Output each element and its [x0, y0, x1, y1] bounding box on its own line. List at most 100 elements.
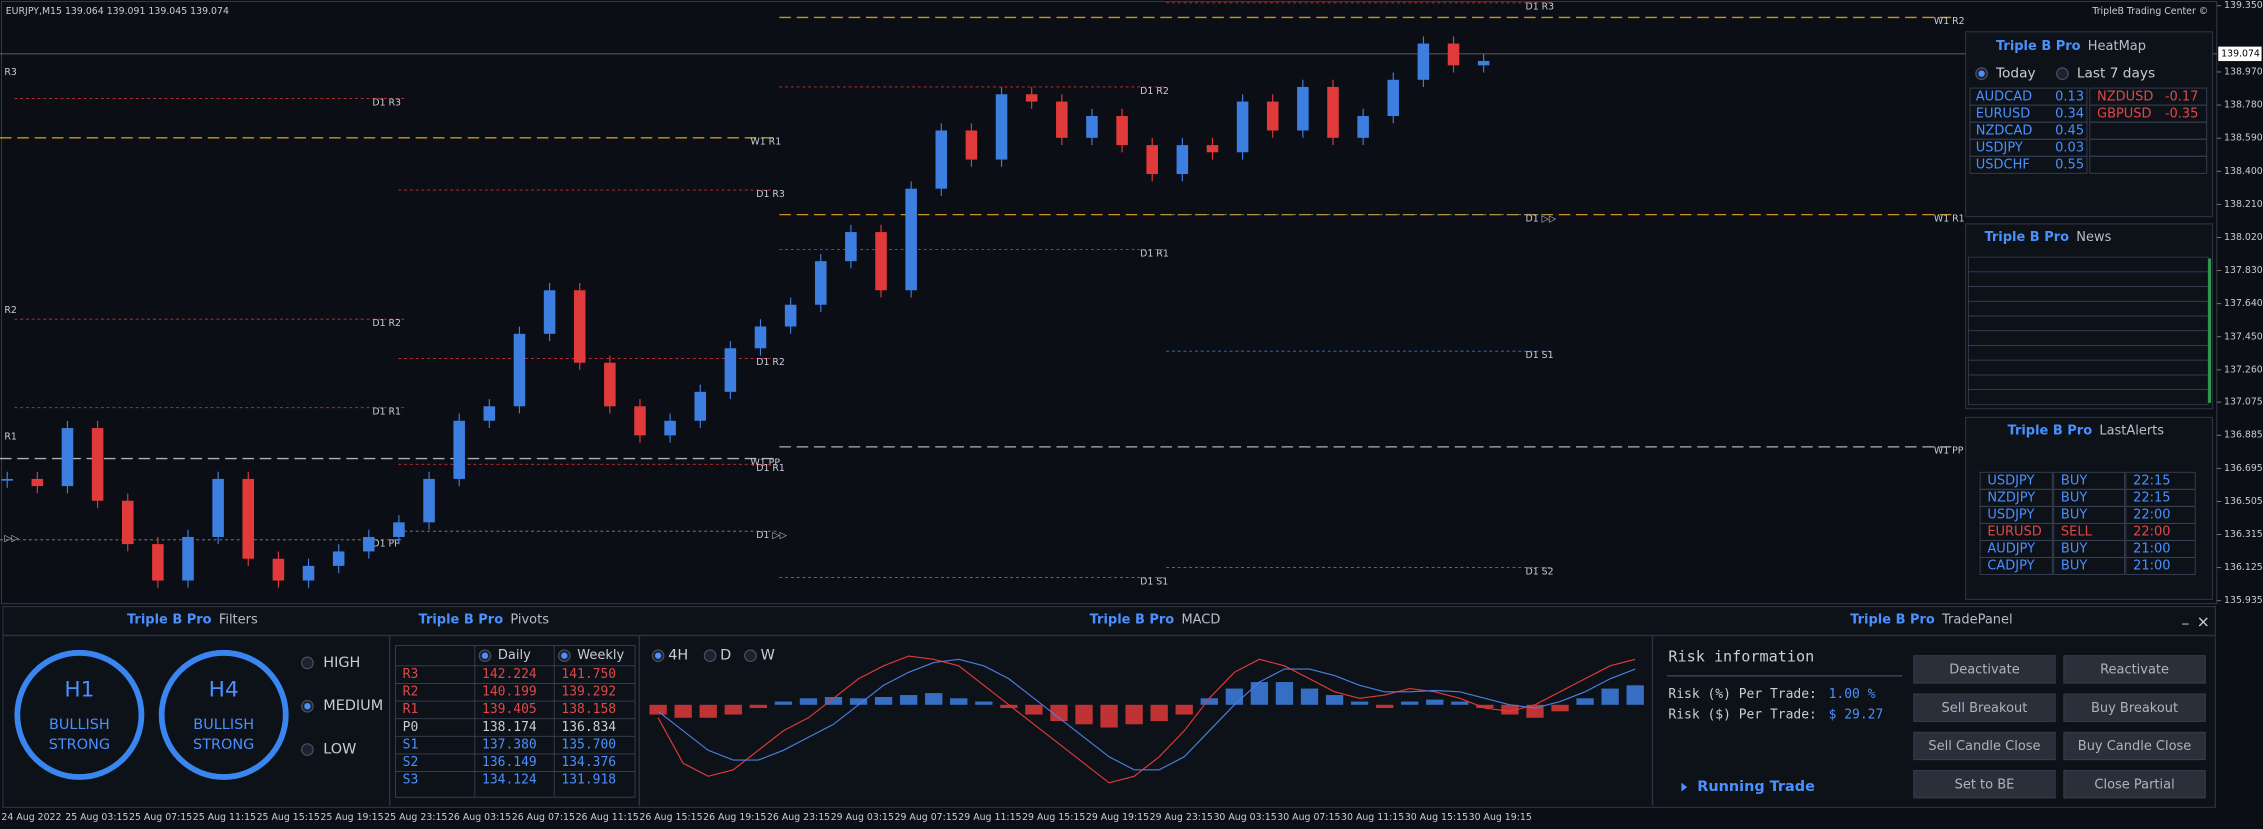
radio[interactable]: [301, 656, 314, 670]
gauge: [14, 649, 145, 780]
panel-title: Triple B Pro TradePanel: [1850, 612, 2012, 627]
heatmap-option: Last 7 days: [2077, 66, 2155, 82]
heatmap-symbol: EURUSD: [1976, 106, 2030, 121]
button-label[interactable]: Buy Candle Close: [2078, 739, 2192, 754]
candle: [1146, 145, 1158, 175]
candle: [1297, 86, 1309, 131]
macd-bar: [975, 701, 993, 705]
x-tick-label: 25 Aug 07:15: [129, 812, 192, 823]
heatmap-value: 0.45: [2055, 123, 2084, 138]
alert-cell-text: SELL: [2061, 525, 2093, 540]
radio-dot: [654, 652, 662, 659]
panel-title: Triple B Pro News: [1984, 229, 2111, 244]
x-tick-label: 29 Aug 11:15: [958, 812, 1021, 823]
alert-cell-text: 22:00: [2133, 508, 2170, 523]
title-brand: Triple B Pro: [1850, 612, 1935, 627]
title-title: News: [2076, 229, 2111, 244]
x-tick-label: 24 Aug 2022: [1, 812, 61, 823]
alert-cell-text: BUY: [2061, 542, 2087, 557]
heatmap-value: 0.03: [2055, 140, 2084, 155]
heatmap-option: Today: [1995, 66, 2036, 82]
window-control[interactable]: _: [2181, 611, 2189, 626]
button[interactable]: [2063, 770, 2206, 799]
radio[interactable]: [301, 743, 314, 756]
candle: [121, 500, 134, 545]
timeframe: D: [720, 648, 731, 664]
candle: [754, 326, 767, 349]
pivot-label: D1 R1: [372, 407, 401, 418]
macd-bar: [1375, 704, 1394, 709]
button-label[interactable]: Close Partial: [2094, 777, 2174, 792]
macd-bar: [1125, 704, 1143, 725]
pivot-label: D1 R2: [1140, 86, 1169, 97]
button[interactable]: [1913, 770, 2056, 799]
y-tick-label: 138.590: [2224, 133, 2263, 144]
pivot-label: D1 ▷▷: [1526, 213, 1557, 224]
panel-title: Triple B Pro LastAlerts: [2008, 423, 2165, 438]
button-label[interactable]: Set to BE: [1955, 777, 2015, 792]
button[interactable]: [2063, 731, 2206, 761]
y-tick-label: 136.695: [2224, 463, 2263, 474]
gauge-tf: H1: [64, 677, 94, 702]
candle: [302, 565, 315, 581]
button-label[interactable]: Sell Candle Close: [1928, 739, 2040, 754]
column-header: Weekly: [577, 648, 624, 663]
x-tick-label: 25 Aug 11:15: [193, 812, 256, 823]
macd-bar: [925, 693, 943, 705]
button[interactable]: [1913, 693, 2056, 722]
button-label[interactable]: Deactivate: [1949, 663, 2019, 678]
macd-bar: [874, 696, 893, 705]
pivot-label: D1 S1: [1140, 576, 1168, 587]
heatmap-symbol: AUDCAD: [1976, 89, 2032, 104]
macd-bar: [1250, 682, 1269, 705]
heatmap-value: -0.17: [2165, 89, 2199, 104]
gauge-text: STRONG: [49, 737, 110, 753]
y-tick-label: 137.640: [2224, 298, 2263, 309]
macd-bar: [1451, 701, 1469, 705]
pivot-cell: 138.174: [482, 720, 537, 735]
pivot-cell: 131.918: [561, 773, 616, 788]
macd-bar: [749, 704, 767, 709]
macd-bar: [1175, 704, 1193, 715]
heatmap-symbol: NZDCAD: [1976, 123, 2033, 138]
button-label[interactable]: Sell Breakout: [1942, 701, 2028, 716]
candle: [935, 130, 948, 189]
macd-bar: [1401, 701, 1419, 705]
button-label[interactable]: Reactivate: [2100, 663, 2169, 678]
candle: [363, 536, 375, 552]
pivot-cell: P0: [403, 720, 419, 735]
button[interactable]: [2063, 693, 2206, 722]
pivot-cell: 140.199: [482, 685, 537, 700]
pivot-label: D1 ▷▷: [756, 530, 787, 541]
candle: [1327, 86, 1339, 138]
macd-bar: [1501, 704, 1519, 715]
heatmap-value: 0.55: [2055, 157, 2084, 172]
candle: [1176, 145, 1189, 175]
radio[interactable]: [703, 649, 717, 663]
running-trade[interactable]: Running Trade: [1697, 779, 1815, 795]
window-control[interactable]: ×: [2197, 612, 2210, 631]
risk-title: Risk information: [1668, 648, 1814, 666]
button[interactable]: [2063, 655, 2206, 684]
radio[interactable]: [744, 649, 757, 663]
button[interactable]: [1913, 655, 2056, 684]
macd-line: [657, 658, 1636, 771]
panel-title: Triple B Pro MACD: [1090, 612, 1221, 627]
heatmap-symbol: GBPUSD: [2097, 106, 2152, 121]
panel-title: Triple B Pro Filters: [127, 612, 258, 627]
panel-title: Triple B Pro Pivots: [419, 612, 550, 627]
radio[interactable]: [2056, 67, 2069, 81]
title-title: MACD: [1181, 612, 1220, 627]
macd-bar: [1551, 704, 1569, 712]
candle: [332, 551, 345, 566]
title-title: HeatMap: [2088, 39, 2146, 54]
button-label[interactable]: Buy Breakout: [2091, 701, 2178, 716]
candle: [423, 478, 435, 523]
candle: [604, 362, 616, 407]
button[interactable]: [1913, 731, 2056, 761]
heatmap-value: 0.13: [2055, 89, 2084, 104]
pivot-label: D1 PP: [372, 539, 400, 550]
candle: [272, 558, 285, 581]
